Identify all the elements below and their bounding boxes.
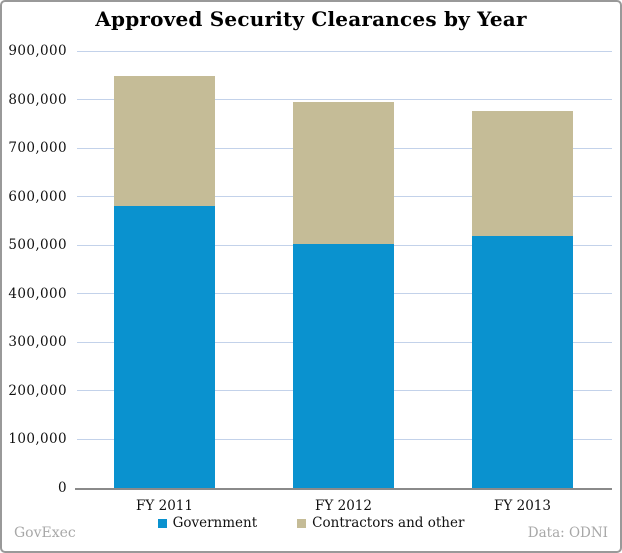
- x-tick-label-fy-2013: FY 2013: [494, 498, 551, 514]
- source-credit: GovExec: [14, 525, 76, 541]
- legend-swatch-contractors-and-other: [297, 518, 307, 528]
- x-tick-label-fy-2011: FY 2011: [136, 498, 193, 514]
- gridline-800-000: [77, 99, 612, 101]
- legend-item-government: Government: [157, 515, 258, 531]
- legend-label-contractors-and-other: Contractors and other: [312, 515, 465, 531]
- gridline-900-000: [77, 50, 612, 52]
- y-tick-label-400-000: 400,000: [8, 285, 67, 302]
- y-tick-label-900-000: 900,000: [8, 43, 67, 59]
- bar-contractors-and-other-fy-2013: [472, 110, 573, 236]
- bar-government-fy-2013: [472, 235, 573, 488]
- bar-government-fy-2011: [114, 206, 215, 488]
- y-tick-label-600-000: 600,000: [8, 188, 67, 205]
- data-credit: Data: ODNI: [527, 525, 608, 541]
- legend-label-government: Government: [172, 515, 258, 531]
- legend-swatch-government: [157, 518, 167, 528]
- legend-item-contractors-and-other: Contractors and other: [297, 515, 464, 531]
- bar-government-fy-2012: [293, 243, 394, 488]
- chart-title: Approved Security Clearances by Year: [95, 7, 527, 31]
- bar-contractors-and-other-fy-2012: [293, 101, 394, 244]
- y-tick-label-500-000: 500,000: [8, 237, 67, 254]
- y-tick-label-200-000: 200,000: [8, 382, 67, 399]
- y-tick-label-300-000: 300,000: [8, 334, 67, 351]
- y-tick-label-100-000: 100,000: [8, 431, 67, 448]
- y-tick-label-800-000: 800,000: [8, 91, 67, 108]
- bar-contractors-and-other-fy-2011: [114, 75, 215, 207]
- y-tick-label-700-000: 700,000: [8, 140, 67, 157]
- plot-area: [75, 50, 612, 490]
- x-tick-label-fy-2012: FY 2012: [315, 498, 372, 514]
- y-tick-label-0: 0: [58, 480, 67, 496]
- legend: Government Contractors and other: [2, 515, 620, 531]
